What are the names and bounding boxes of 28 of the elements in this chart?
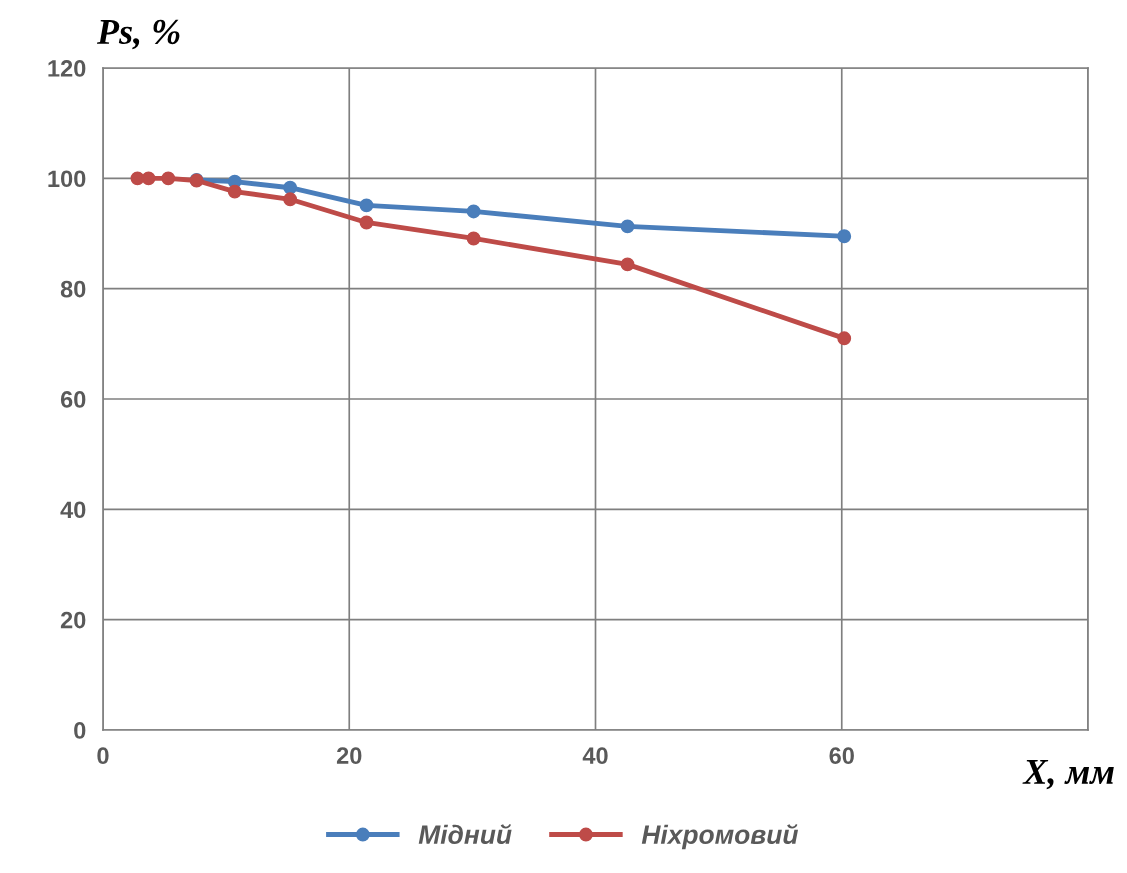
point xyxy=(620,219,635,234)
x-axis-title: X, мм xyxy=(1022,760,1114,790)
y-tick-label: 40 xyxy=(60,501,86,519)
point xyxy=(837,229,852,244)
y-tick-label: 60 xyxy=(60,391,86,408)
point xyxy=(359,198,374,213)
y-tick-label: 0 xyxy=(74,722,86,739)
point xyxy=(837,331,852,346)
legend-label: Мідний xyxy=(418,824,512,845)
point xyxy=(466,231,481,246)
point xyxy=(466,204,481,219)
y-tick-label: 120 xyxy=(48,60,86,77)
x-tick-label: 20 xyxy=(336,747,362,765)
y-tick-label: 100 xyxy=(48,170,86,188)
point xyxy=(283,192,298,207)
point xyxy=(620,257,635,272)
y-axis-title: Ps, % xyxy=(96,19,180,50)
x-tick-label: 40 xyxy=(582,747,608,765)
x-tick-label: 60 xyxy=(829,747,854,765)
legend-label: Ніхромовий xyxy=(641,824,799,850)
y-tick-label: 80 xyxy=(60,280,86,298)
x-tick-label: 0 xyxy=(97,747,109,765)
point xyxy=(283,180,298,195)
point xyxy=(359,215,374,230)
y-tick-label: 20 xyxy=(60,611,86,629)
point xyxy=(141,171,156,186)
point xyxy=(161,171,176,186)
point xyxy=(227,184,242,199)
